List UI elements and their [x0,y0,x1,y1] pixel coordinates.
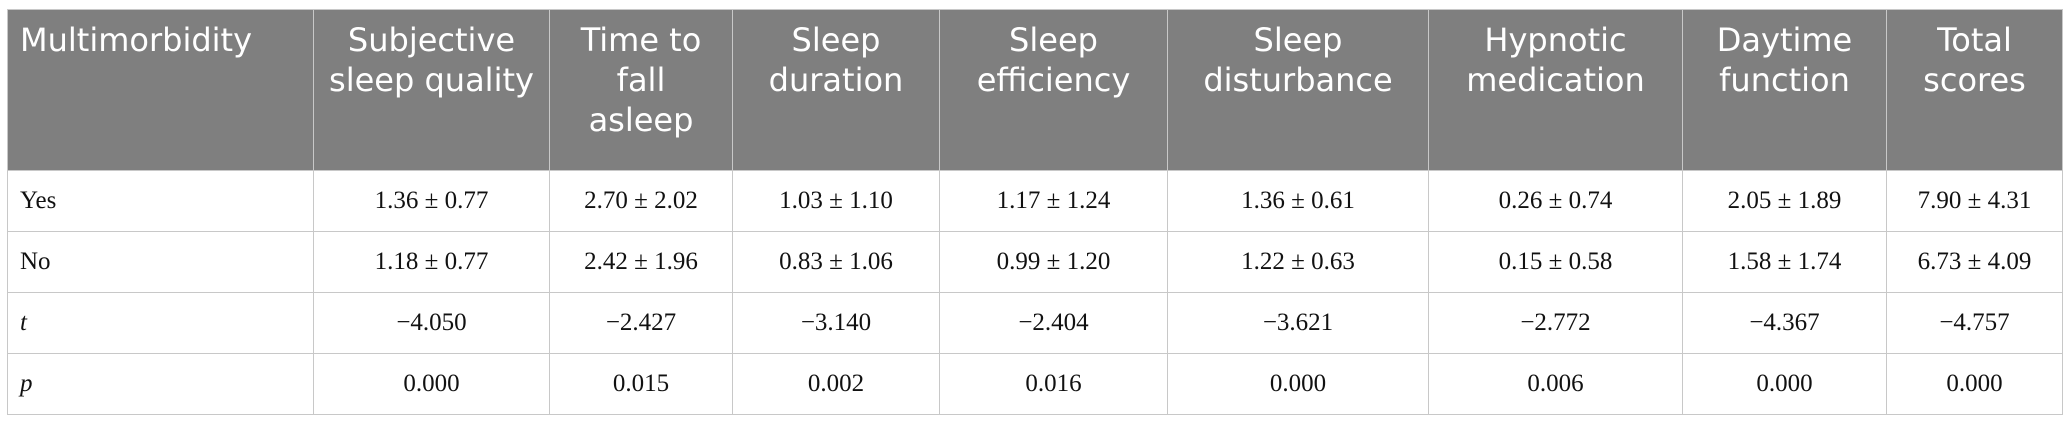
header-cell: Sleep efficiency [939,9,1168,171]
data-cell: 1.22 ± 0.63 [1167,231,1429,293]
data-cell: −4.050 [313,292,550,354]
header-cell: Time to fall asleep [549,9,733,171]
row-label: No [7,231,314,293]
data-cell: 0.26 ± 0.74 [1428,170,1683,232]
table-row: p 0.000 0.015 0.002 0.016 0.000 0.006 0.000 0.00… [7,353,2063,415]
data-cell: 0.000 [1886,353,2063,415]
data-cell: 6.73 ± 4.09 [1886,231,2063,293]
data-cell: −4.757 [1886,292,2063,354]
header-cell: Subjective sleep quality [313,9,550,171]
data-cell: −3.621 [1167,292,1429,354]
data-cell: −2.427 [549,292,733,354]
row-label: t [7,292,314,354]
data-cell: 2.42 ± 1.96 [549,231,733,293]
header-cell: Sleep disturbance [1167,9,1429,171]
data-cell: −4.367 [1682,292,1887,354]
data-cell: 0.83 ± 1.06 [732,231,940,293]
header-cell: Total scores [1886,9,2063,171]
data-cell: 1.18 ± 0.77 [313,231,550,293]
data-cell: 0.015 [549,353,733,415]
data-cell: 7.90 ± 4.31 [1886,170,2063,232]
data-table: Multimorbidity Subjective sleep quality Ti… [7,9,2063,415]
table-row: Yes 1.36 ± 0.77 2.70 ± 2.02 1.03 ± 1.10 1.17… [7,170,2063,232]
data-cell: 1.17 ± 1.24 [939,170,1168,232]
data-cell: 0.15 ± 0.58 [1428,231,1683,293]
data-cell: 0.000 [1682,353,1887,415]
data-cell: 1.36 ± 0.77 [313,170,550,232]
data-cell: 2.05 ± 1.89 [1682,170,1887,232]
data-cell: −2.404 [939,292,1168,354]
table-row: t −4.050 −2.427 −3.140 −2.404 −3.621 −2.772 −4.… [7,292,2063,354]
data-cell: 0.016 [939,353,1168,415]
header-cell: Daytime function [1682,9,1887,171]
row-label: p [7,353,314,415]
data-cell: 0.002 [732,353,940,415]
table-header: Multimorbidity Subjective sleep quality Ti… [7,9,2063,171]
data-cell: 1.58 ± 1.74 [1682,231,1887,293]
data-cell: 0.000 [1167,353,1429,415]
data-cell: 2.70 ± 2.02 [549,170,733,232]
header-cell: Sleep duration [732,9,940,171]
header-row: Multimorbidity Subjective sleep quality Ti… [7,9,2063,171]
table-row: No 1.18 ± 0.77 2.42 ± 1.96 0.83 ± 1.06 0.99 … [7,231,2063,293]
data-cell: 1.36 ± 0.61 [1167,170,1429,232]
data-cell: 0.006 [1428,353,1683,415]
header-cell: Multimorbidity [7,9,314,171]
data-cell: 0.99 ± 1.20 [939,231,1168,293]
data-cell: 1.03 ± 1.10 [732,170,940,232]
data-cell: −2.772 [1428,292,1683,354]
row-label: Yes [7,170,314,232]
data-cell: −3.140 [732,292,940,354]
header-cell: Hypnotic medication [1428,9,1683,171]
table-body: Yes 1.36 ± 0.77 2.70 ± 2.02 1.03 ± 1.10 1.17… [7,170,2063,415]
data-cell: 0.000 [313,353,550,415]
